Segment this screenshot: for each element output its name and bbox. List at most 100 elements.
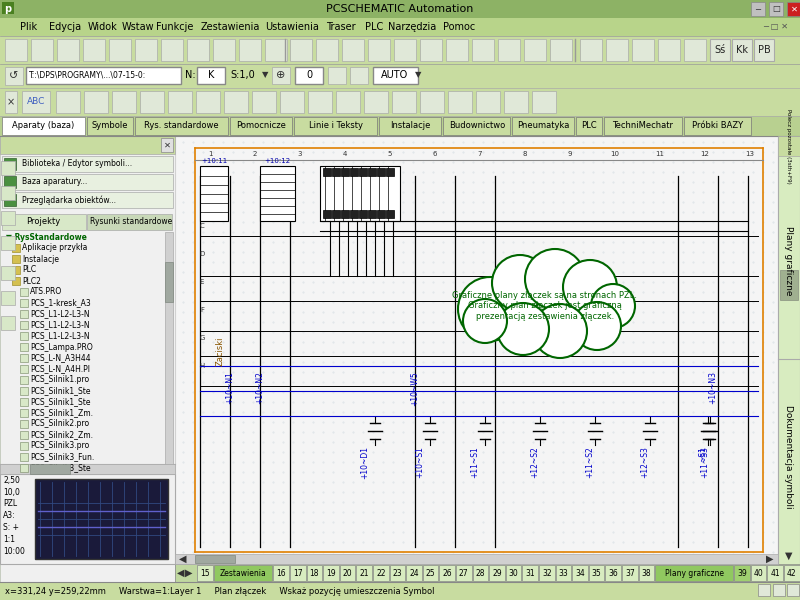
Text: Dokumentacja symboli: Dokumentacja symboli <box>785 406 794 509</box>
FancyBboxPatch shape <box>604 117 682 135</box>
FancyBboxPatch shape <box>1 266 15 280</box>
Text: +12~S3: +12~S3 <box>641 446 650 478</box>
Text: TechniMechatr: TechniMechatr <box>612 121 674 130</box>
FancyBboxPatch shape <box>778 136 800 156</box>
FancyBboxPatch shape <box>448 91 472 113</box>
FancyBboxPatch shape <box>20 332 28 340</box>
FancyBboxPatch shape <box>734 565 750 581</box>
FancyBboxPatch shape <box>423 565 438 581</box>
FancyBboxPatch shape <box>20 288 28 296</box>
Text: 6: 6 <box>433 151 438 157</box>
Text: Instalacje: Instalacje <box>390 121 430 130</box>
Text: ▶: ▶ <box>766 554 774 564</box>
Text: 40: 40 <box>754 569 763 577</box>
Text: +10:11: +10:11 <box>201 158 227 164</box>
FancyBboxPatch shape <box>472 39 494 61</box>
FancyBboxPatch shape <box>5 39 27 61</box>
Text: Wstaw: Wstaw <box>122 22 154 32</box>
FancyBboxPatch shape <box>0 64 800 88</box>
Text: ~S1: ~S1 <box>698 446 707 462</box>
FancyBboxPatch shape <box>606 565 621 581</box>
Text: 18: 18 <box>310 569 319 577</box>
FancyBboxPatch shape <box>4 158 16 170</box>
Text: 17: 17 <box>293 569 302 577</box>
Text: 3: 3 <box>298 151 302 157</box>
FancyBboxPatch shape <box>359 210 367 218</box>
Text: 10: 10 <box>610 151 619 157</box>
FancyBboxPatch shape <box>392 91 416 113</box>
Text: Aplikacje przykła: Aplikacje przykła <box>22 244 87 253</box>
Text: +11~S1: +11~S1 <box>470 446 479 478</box>
Text: B: B <box>200 195 204 201</box>
Text: 27: 27 <box>459 569 469 577</box>
FancyBboxPatch shape <box>0 0 800 18</box>
FancyBboxPatch shape <box>135 117 229 135</box>
FancyBboxPatch shape <box>0 116 800 136</box>
FancyBboxPatch shape <box>109 39 131 61</box>
Text: Widok: Widok <box>88 22 118 32</box>
Text: Instalacje: Instalacje <box>22 254 59 263</box>
FancyBboxPatch shape <box>532 91 556 113</box>
FancyBboxPatch shape <box>751 565 766 581</box>
FancyBboxPatch shape <box>0 36 800 64</box>
FancyBboxPatch shape <box>20 343 28 351</box>
FancyBboxPatch shape <box>784 565 800 581</box>
FancyBboxPatch shape <box>323 168 331 176</box>
FancyBboxPatch shape <box>20 398 28 406</box>
Circle shape <box>533 304 587 358</box>
Text: 5: 5 <box>388 151 392 157</box>
FancyBboxPatch shape <box>239 39 261 61</box>
FancyBboxPatch shape <box>506 565 522 581</box>
FancyBboxPatch shape <box>580 39 602 61</box>
Text: PLC: PLC <box>22 265 36 275</box>
FancyBboxPatch shape <box>161 39 183 61</box>
Text: PCS_L-N_A3H44: PCS_L-N_A3H44 <box>30 353 90 362</box>
FancyBboxPatch shape <box>161 138 173 152</box>
FancyBboxPatch shape <box>420 39 442 61</box>
FancyBboxPatch shape <box>197 565 213 581</box>
Text: 1:1: 1:1 <box>3 535 15 545</box>
Text: +11~S3: +11~S3 <box>701 446 710 478</box>
Circle shape <box>591 284 635 328</box>
FancyBboxPatch shape <box>5 91 17 113</box>
FancyBboxPatch shape <box>332 210 340 218</box>
Text: AUTO: AUTO <box>382 70 409 80</box>
Text: x=331,24 y=259,22mm     Warstwa=1:Layer 1     Plan złączek     Wskaż pozycję umi: x=331,24 y=259,22mm Warstwa=1:Layer 1 Pl… <box>5 587 434 595</box>
Text: ▲: ▲ <box>786 139 793 149</box>
Text: 8: 8 <box>522 151 527 157</box>
FancyBboxPatch shape <box>340 565 355 581</box>
Text: PCS_Silnik3_Ste: PCS_Silnik3_Ste <box>30 463 90 473</box>
FancyBboxPatch shape <box>332 168 340 176</box>
Text: 32: 32 <box>542 569 552 577</box>
FancyBboxPatch shape <box>336 91 360 113</box>
FancyBboxPatch shape <box>195 555 235 563</box>
Text: S: +: S: + <box>3 523 19 533</box>
FancyBboxPatch shape <box>20 453 28 461</box>
FancyBboxPatch shape <box>20 376 28 384</box>
Text: ◀: ◀ <box>179 554 186 564</box>
Text: PLC2: PLC2 <box>22 277 41 286</box>
Text: Graficzne plany złączek są na stronach PZL.
Graficzny plan złączek jest graficzn: Graficzne plany złączek są na stronach P… <box>453 291 638 321</box>
FancyBboxPatch shape <box>498 39 520 61</box>
Text: S:1,0: S:1,0 <box>230 70 254 80</box>
FancyBboxPatch shape <box>439 565 455 581</box>
FancyBboxPatch shape <box>787 2 800 16</box>
Text: Zestawienia: Zestawienia <box>200 22 260 32</box>
Text: 1: 1 <box>208 151 212 157</box>
FancyBboxPatch shape <box>0 88 800 116</box>
FancyBboxPatch shape <box>12 277 20 285</box>
FancyBboxPatch shape <box>20 420 28 428</box>
FancyBboxPatch shape <box>1 161 15 175</box>
Text: ▶: ▶ <box>186 568 193 578</box>
FancyBboxPatch shape <box>446 39 468 61</box>
Text: PCS_Silnik1_Ste: PCS_Silnik1_Ste <box>30 386 90 395</box>
FancyBboxPatch shape <box>342 39 364 61</box>
FancyBboxPatch shape <box>377 210 385 218</box>
Text: Przeglądarka obiektów...: Przeglądarka obiektów... <box>22 195 116 205</box>
FancyBboxPatch shape <box>778 136 800 582</box>
FancyBboxPatch shape <box>364 91 388 113</box>
FancyBboxPatch shape <box>168 91 192 113</box>
FancyBboxPatch shape <box>200 166 228 221</box>
Text: 2: 2 <box>253 151 257 157</box>
FancyBboxPatch shape <box>140 91 164 113</box>
